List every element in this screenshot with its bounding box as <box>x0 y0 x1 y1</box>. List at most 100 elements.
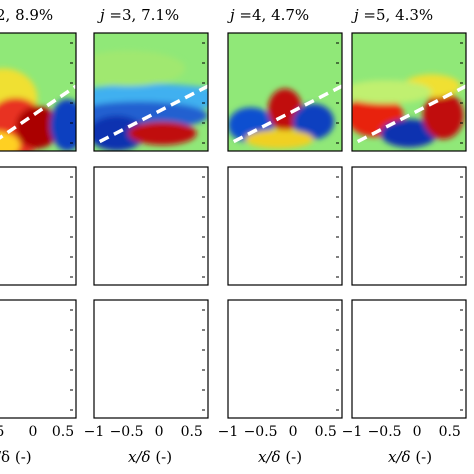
field-blob <box>380 119 438 148</box>
panel-frame <box>227 166 343 286</box>
field-layer <box>0 191 86 295</box>
field-layer <box>386 256 474 296</box>
panel-frame <box>351 166 467 286</box>
field-layer <box>0 353 86 428</box>
panel-r3-c1 <box>0 300 86 428</box>
panel-frame <box>227 299 343 419</box>
panel-r1-c2 <box>94 33 208 151</box>
field-layer <box>262 256 352 296</box>
field-layer <box>0 373 86 428</box>
field-blob <box>0 131 21 151</box>
field-blob <box>50 99 76 151</box>
x-axis-label-1: /δ (-) <box>0 448 32 466</box>
panel-r1-c4 <box>352 33 466 151</box>
x-tick-label: 0.5 <box>438 424 461 440</box>
x-tick-label: 0.5 <box>51 424 75 440</box>
panel-r1-c1 <box>0 33 76 151</box>
field-layer <box>342 353 474 428</box>
field-layer <box>342 191 474 295</box>
panel-frame <box>93 299 209 419</box>
x-tick-label: 0 <box>28 424 38 440</box>
panel-frame <box>227 32 343 152</box>
x-tick-label: −1 <box>341 424 363 440</box>
field-layer <box>218 373 352 428</box>
panel-background <box>94 300 208 418</box>
field-layer <box>218 220 352 295</box>
panel-frame <box>93 166 209 286</box>
field-layer <box>128 389 218 429</box>
column-title-1: 2, 8.9% <box>0 6 54 24</box>
panel-r2-c3 <box>218 167 352 295</box>
column-title-2: j =3, 7.1% <box>100 6 180 24</box>
field-blob <box>24 282 50 292</box>
panel-frame <box>0 32 77 152</box>
field-blob <box>352 80 432 104</box>
dashed-line <box>234 359 342 409</box>
panel-r3-c2 <box>84 300 218 428</box>
panel-background <box>228 300 342 418</box>
field-layer <box>84 240 218 295</box>
field-layer <box>84 353 218 428</box>
panel-frame <box>93 32 209 152</box>
x-tick-label: 0 <box>154 424 164 440</box>
dashed-line <box>98 84 208 144</box>
field-layer <box>342 240 474 295</box>
field-layer <box>84 324 218 428</box>
field-layer <box>386 389 474 429</box>
field-blob <box>292 103 335 140</box>
field-blob <box>422 92 464 140</box>
dashed-line <box>356 84 466 144</box>
x-tick-label: −0.5 <box>243 424 278 440</box>
field-layer <box>128 256 218 296</box>
field-layer <box>218 240 352 295</box>
field-layer <box>0 220 86 295</box>
field-layer <box>218 191 352 295</box>
field-blob <box>274 282 308 292</box>
field-blob <box>128 121 197 146</box>
x-tick-label: 0.5 <box>180 424 203 440</box>
dashed-line <box>0 226 76 276</box>
panel-r1-c3 <box>228 33 342 151</box>
field-blob <box>140 282 174 292</box>
dashed-line <box>234 226 342 276</box>
field-layer <box>262 389 352 429</box>
x-tick-label: 0.5 <box>314 424 337 440</box>
panel-background <box>352 167 466 285</box>
x-axis-label-3: x/δ (-) <box>258 448 303 466</box>
field-layer <box>84 373 218 428</box>
field-layer <box>0 240 86 295</box>
panel-r2-c4 <box>342 167 474 295</box>
column-title-3: j =4, 4.7% <box>230 6 310 24</box>
dashed-line <box>100 359 208 409</box>
field-layer <box>84 191 218 295</box>
panel-background <box>0 167 76 285</box>
field-blob <box>245 129 314 149</box>
x-tick-label: −1 <box>217 424 239 440</box>
field-layer <box>218 353 352 428</box>
panel-r3-c3 <box>218 300 352 428</box>
field-blob <box>398 282 432 292</box>
field-layer <box>0 324 86 428</box>
panel-background <box>0 300 76 418</box>
dashed-line <box>358 226 466 276</box>
panel-r2-c1 <box>0 167 86 295</box>
x-tick-label: −0.5 <box>109 424 144 440</box>
field-layer <box>342 324 474 428</box>
field-blob <box>94 50 186 87</box>
field-layer <box>84 220 218 295</box>
dashed-line <box>358 359 466 409</box>
dashed-line <box>100 226 208 276</box>
dashed-line <box>0 84 76 140</box>
panel-background <box>228 167 342 285</box>
x-tick-label: −0.5 <box>367 424 402 440</box>
x-axis-label-4: x/δ (-) <box>388 448 433 466</box>
panel-frame <box>351 299 467 419</box>
field-layer <box>342 373 474 428</box>
panel-background <box>94 167 208 285</box>
x-tick-label: −1 <box>83 424 105 440</box>
x-axis-label-2: x/δ (-) <box>128 448 173 466</box>
panel-frame <box>0 166 77 286</box>
panel-frame <box>0 299 77 419</box>
column-title-4: j =5, 4.3% <box>354 6 434 24</box>
panel-r2-c2 <box>84 167 218 295</box>
